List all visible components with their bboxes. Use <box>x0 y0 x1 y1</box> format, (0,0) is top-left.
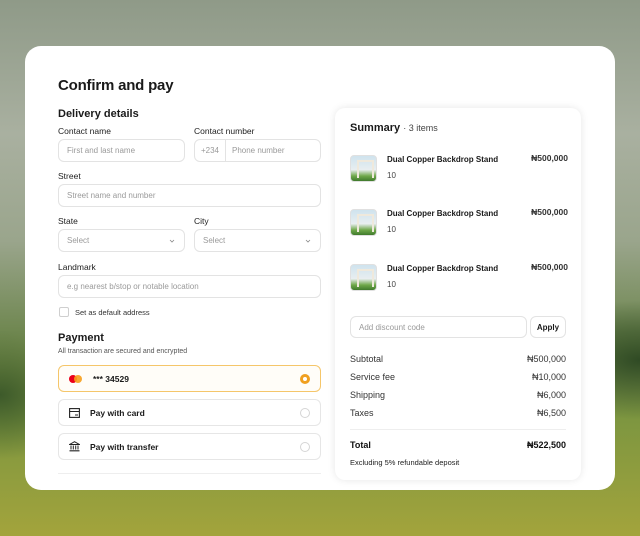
summary-line: Shipping ₦6,000 <box>350 390 566 400</box>
city-select[interactable]: Select <box>194 229 321 252</box>
product-quantity: 10 <box>387 225 396 234</box>
deposit-note: Excluding 5% refundable deposit <box>350 458 460 467</box>
summary-line: Service fee ₦10,000 <box>350 372 566 382</box>
payment-option-label: *** 34529 <box>93 373 129 384</box>
landmark-label: Landmark <box>58 262 96 272</box>
mastercard-icon <box>69 374 83 383</box>
contact-number-label: Contact number <box>194 126 255 136</box>
contact-name-label: Contact name <box>58 126 111 136</box>
bank-icon <box>69 441 80 452</box>
summary-line: Taxes ₦6,500 <box>350 408 566 418</box>
chevron-down-icon <box>169 239 175 243</box>
summary-item: Dual Copper Backdrop Stand 10 ₦500,000 <box>350 262 568 296</box>
payment-option-label: Pay with transfer <box>90 441 159 452</box>
discount-code-input[interactable]: Add discount code <box>350 316 527 338</box>
divider <box>350 429 566 430</box>
payment-option-label: Pay with card <box>90 407 145 418</box>
checkout-card: Confirm and pay Delivery details Contact… <box>25 46 615 490</box>
page-title: Confirm and pay <box>58 77 174 94</box>
street-input[interactable]: Street name and number <box>58 184 321 207</box>
radio-unselected[interactable] <box>300 408 310 418</box>
summary-line: Subtotal ₦500,000 <box>350 354 566 364</box>
line-value: ₦500,000 <box>526 354 566 364</box>
card-icon <box>69 407 80 418</box>
order-summary: Summary · 3 items Dual Copper Backdrop S… <box>335 108 581 480</box>
street-label: Street <box>58 171 81 181</box>
summary-title: Summary · 3 items <box>350 122 438 134</box>
summary-item: Dual Copper Backdrop Stand 10 ₦500,000 <box>350 207 568 241</box>
payment-option-card[interactable]: Pay with card <box>58 399 321 426</box>
product-name: Dual Copper Backdrop Stand <box>387 209 499 218</box>
payment-option-saved-card[interactable]: *** 34529 <box>58 365 321 392</box>
default-address-label: Set as default address <box>75 307 150 317</box>
line-label: Service fee <box>350 372 396 382</box>
payment-subtitle: All transaction are secured and encrypte… <box>58 348 188 355</box>
summary-item: Dual Copper Backdrop Stand 10 ₦500,000 <box>350 153 568 187</box>
contact-name-input[interactable]: First and last name <box>58 139 185 162</box>
product-image <box>350 264 377 291</box>
default-address-option[interactable]: Set as default address <box>59 307 150 317</box>
chevron-down-icon <box>305 239 311 243</box>
country-code[interactable]: +234 <box>195 140 226 161</box>
product-price: ₦500,000 <box>531 207 568 217</box>
product-quantity: 10 <box>387 171 396 180</box>
line-value: ₦6,000 <box>536 390 566 400</box>
landmark-input[interactable]: e.g nearest b/stop or notable location <box>58 275 321 298</box>
product-name: Dual Copper Backdrop Stand <box>387 155 499 164</box>
line-label: Shipping <box>350 390 386 400</box>
state-label: State <box>58 216 78 226</box>
total-label: Total <box>350 440 371 450</box>
total-value: ₦522,500 <box>526 440 566 450</box>
state-select[interactable]: Select <box>58 229 185 252</box>
divider <box>58 473 321 474</box>
default-address-checkbox[interactable] <box>59 307 69 317</box>
line-label: Taxes <box>350 408 374 418</box>
line-label: Subtotal <box>350 354 384 364</box>
item-count: · 3 items <box>403 123 438 133</box>
summary-heading: Summary <box>350 122 401 134</box>
product-quantity: 10 <box>387 280 396 289</box>
product-name: Dual Copper Backdrop Stand <box>387 264 499 273</box>
city-value: Select <box>203 236 226 245</box>
total-line: Total ₦522,500 <box>350 440 566 450</box>
product-price: ₦500,000 <box>531 153 568 163</box>
product-image <box>350 155 377 182</box>
apply-button[interactable]: Apply <box>530 316 566 338</box>
contact-number-input[interactable]: +234 Phone number <box>194 139 321 162</box>
radio-unselected[interactable] <box>300 442 310 452</box>
state-value: Select <box>67 236 90 245</box>
line-value: ₦10,000 <box>531 372 566 382</box>
city-label: City <box>194 216 209 226</box>
line-value: ₦6,500 <box>536 408 566 418</box>
payment-heading: Payment <box>58 332 104 344</box>
product-image <box>350 209 377 236</box>
product-price: ₦500,000 <box>531 262 568 272</box>
radio-selected[interactable] <box>300 374 310 384</box>
delivery-heading: Delivery details <box>58 108 139 120</box>
phone-placeholder: Phone number <box>232 146 285 155</box>
payment-option-transfer[interactable]: Pay with transfer <box>58 433 321 460</box>
